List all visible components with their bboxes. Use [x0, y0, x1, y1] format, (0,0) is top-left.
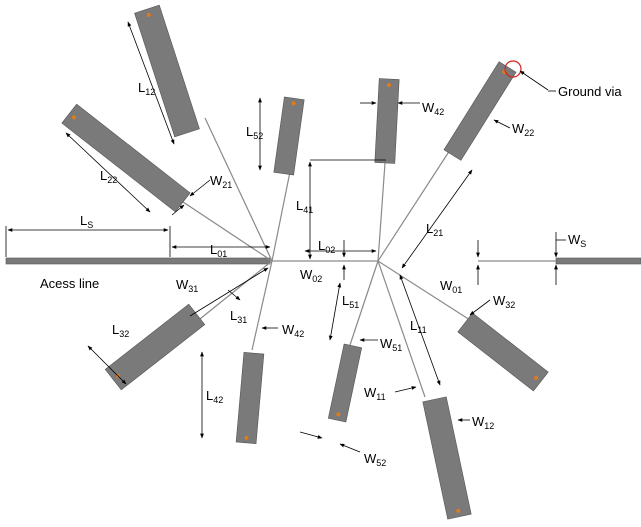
stub-22-right	[443, 61, 517, 161]
label-w-32: W32	[493, 293, 515, 310]
stub-52-bottom	[327, 343, 363, 423]
label-access-line: Acess line	[40, 276, 99, 291]
dimension-lines	[5, 21, 566, 453]
label-l-41: L41	[296, 198, 313, 215]
label-l-31: L31	[230, 308, 247, 325]
label-l-52: L52	[246, 124, 263, 141]
label-l-21: L21	[426, 221, 443, 238]
label-l-51: L51	[342, 293, 359, 310]
label-l-11: L11	[410, 318, 427, 335]
label-w-11: W11	[364, 385, 386, 402]
label-ground-via: Ground via	[558, 84, 622, 99]
label-w-01: W01	[440, 278, 462, 295]
ground-via-leader	[519, 70, 549, 91]
label-w-22: W22	[512, 121, 534, 138]
label-w-42-top: W42	[422, 100, 444, 117]
ground-via-marker	[504, 60, 522, 78]
label-w-21: W21	[210, 173, 232, 190]
label-l-s: LS	[80, 213, 93, 230]
stub-42-top	[374, 78, 400, 164]
stub-42-bottom	[235, 351, 265, 445]
right-junction-feeds	[349, 134, 471, 398]
label-w-12: W12	[472, 414, 494, 431]
output-line	[555, 257, 641, 265]
label-w-52: W52	[364, 451, 386, 468]
label-w-42-bottom: W42	[282, 322, 304, 339]
stub-32-left	[104, 303, 206, 391]
label-l-32: L32	[112, 322, 129, 339]
label-l-42: L42	[206, 388, 223, 405]
label-w-31: W31	[176, 277, 198, 294]
label-l-12: L12	[138, 80, 155, 97]
label-w-02: W02	[300, 267, 322, 284]
access-line	[5, 257, 271, 265]
stub-32-right	[457, 312, 549, 392]
label-l-01: L01	[210, 242, 227, 259]
label-l-22: L22	[100, 168, 117, 185]
stub-52	[273, 96, 305, 176]
left-junction-feeds	[164, 117, 297, 351]
stub-12	[134, 4, 200, 138]
stub-12-right	[422, 396, 472, 520]
label-w-51: W51	[380, 336, 402, 353]
label-l-02: L02	[318, 238, 335, 255]
label-w-s: WS	[568, 232, 586, 249]
